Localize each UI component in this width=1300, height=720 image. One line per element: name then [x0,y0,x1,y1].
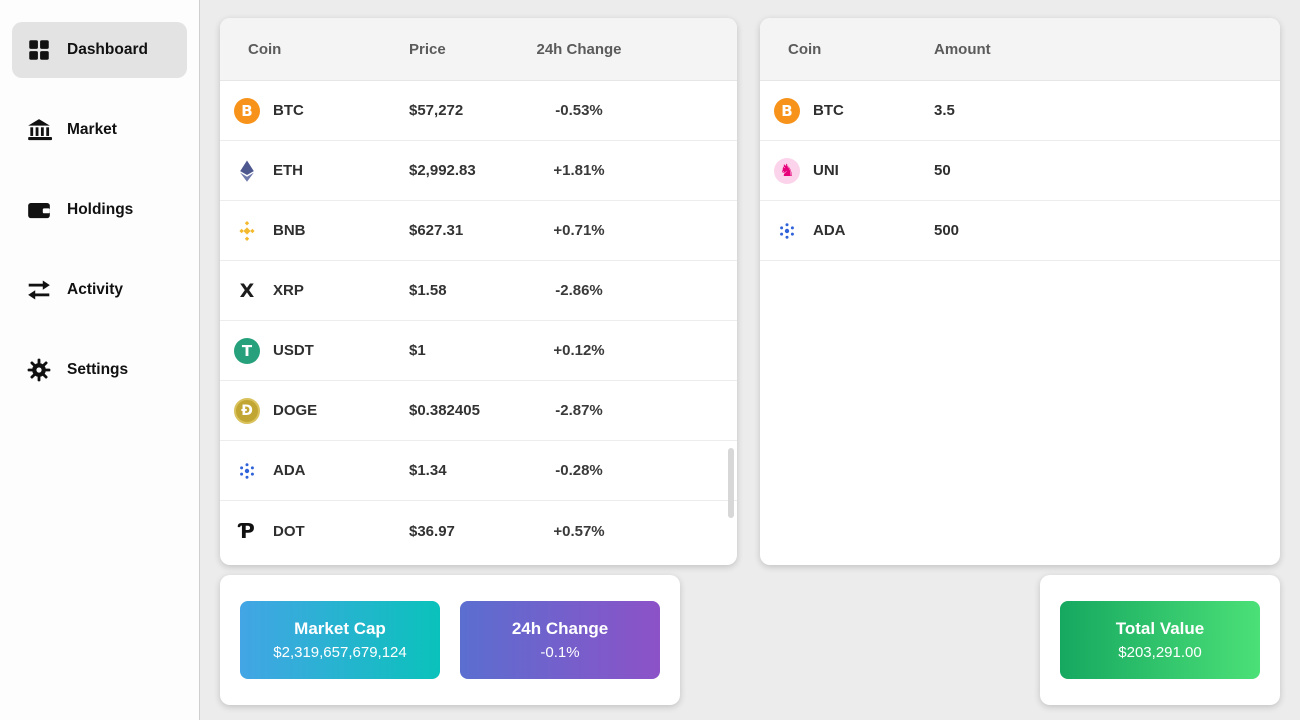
market-cap-value: $2,319,657,679,124 [273,644,407,661]
table-row: ♞ UNI 50 [760,141,1280,201]
market-icon [26,117,52,143]
usdt-icon: T [234,337,260,364]
scrollbar-thumb[interactable] [728,448,734,518]
coin-price: $57,272 [409,102,464,119]
coin-change: +0.57% [553,522,605,540]
total-value-stat: Total Value $203,291.00 [1060,601,1260,679]
xrp-icon: X [239,279,255,302]
day-change-title: 24h Change [511,619,609,638]
day-change-value: -0.1% [540,644,580,661]
coin-change: -0.53% [555,102,603,119]
coin-symbol: UNI [813,162,839,179]
settings-icon [26,357,52,383]
header-coin: Coin [788,40,822,58]
table-row: X XRP $1.58 -2.86% [220,261,737,321]
coin-amount: 3.5 [934,102,955,119]
sidebar-item-label: Settings [67,361,129,378]
main-content: Coin Price 24h Change B BTC $57,272 -0.5… [200,0,1300,720]
coin-symbol: BNB [273,222,306,239]
coin-change: +0.71% [553,222,605,239]
coin-change: -2.86% [555,282,603,299]
total-value-title: Total Value [1115,619,1205,638]
header-change: 24h Change [536,40,622,58]
coin-price: $2,992.83 [409,162,476,179]
coin-symbol: ADA [813,222,846,239]
sidebar-item-label: Dashboard [67,41,148,58]
table-row: ADA 500 [760,201,1280,261]
table-row: BNB $627.31 +0.71% [220,201,737,261]
header-amount: Amount [934,40,991,58]
coin-amount: 50 [934,162,951,179]
sidebar-item-activity[interactable]: Activity [12,262,187,318]
total-value-value: $203,291.00 [1118,644,1202,661]
ada-icon [774,218,800,244]
sidebar-item-market[interactable]: Market [12,102,187,158]
coin-price: $0.382405 [409,402,480,419]
coin-symbol: XRP [273,282,304,299]
holdings-icon [26,197,52,223]
coin-price: $1 [409,342,426,359]
market-table-card[interactable]: Coin Price 24h Change B BTC $57,272 -0.5… [220,18,737,565]
sidebar-item-holdings[interactable]: Holdings [12,182,187,238]
coin-change: -2.87% [555,402,603,419]
coin-price: $627.31 [409,222,464,239]
holdings-table-card: Coin Amount B BTC 3.5 ♞ UNI 50 [760,18,1280,565]
uni-icon: ♞ [774,157,800,184]
coin-amount: 500 [934,222,960,239]
sidebar-item-dashboard[interactable]: Dashboard [12,22,187,78]
sidebar: Dashboard Market Holdings [0,0,200,720]
dashboard-icon [26,37,52,63]
market-cap-title: Market Cap [294,619,386,638]
header-price: Price [409,40,446,58]
sidebar-item-label: Market [67,121,117,138]
market-stats-card: Market Cap $2,319,657,679,124 24h Change… [220,575,680,705]
coin-change: +0.12% [553,342,605,359]
table-row: ETH $2,992.83 +1.81% [220,141,737,201]
bnb-icon [234,218,260,244]
table-row: ADA $1.34 -0.28% [220,441,737,501]
coin-symbol: ETH [273,162,303,179]
sidebar-item-label: Holdings [67,201,134,218]
table-row: Ƥ DOT $36.97 +0.57% [220,501,737,561]
header-coin: Coin [248,40,282,58]
coin-symbol: BTC [813,102,844,119]
coin-price: $1.34 [409,462,447,479]
eth-icon [234,158,260,184]
coin-change: +1.81% [553,162,605,179]
btc-icon: B [234,97,260,124]
total-value-card: Total Value $203,291.00 [1040,575,1280,705]
market-table-header: Coin Price 24h Change [220,18,737,81]
coin-symbol: BTC [273,102,304,119]
dot-icon: Ƥ [239,519,255,543]
sidebar-item-label: Activity [67,281,123,298]
coin-price: $1.58 [409,282,447,299]
coin-symbol: DOGE [273,402,318,419]
table-row: Ð DOGE $0.382405 -2.87% [220,381,737,441]
ada-icon [234,458,260,484]
table-row: T USDT $1 +0.12% [220,321,737,381]
coin-symbol: DOT [273,522,305,540]
coin-price: $36.97 [409,522,455,540]
sidebar-item-settings[interactable]: Settings [12,342,187,398]
coin-symbol: ADA [273,462,306,479]
btc-icon: B [774,97,800,124]
table-row: B BTC 3.5 [760,81,1280,141]
coin-change: -0.28% [555,462,603,479]
day-change-stat: 24h Change -0.1% [460,601,660,679]
holdings-table-header: Coin Amount [760,18,1280,81]
coin-symbol: USDT [273,342,314,359]
market-cap-stat: Market Cap $2,319,657,679,124 [240,601,440,679]
activity-icon [26,277,52,303]
doge-icon: Ð [234,397,260,424]
table-row: B BTC $57,272 -0.53% [220,81,737,141]
